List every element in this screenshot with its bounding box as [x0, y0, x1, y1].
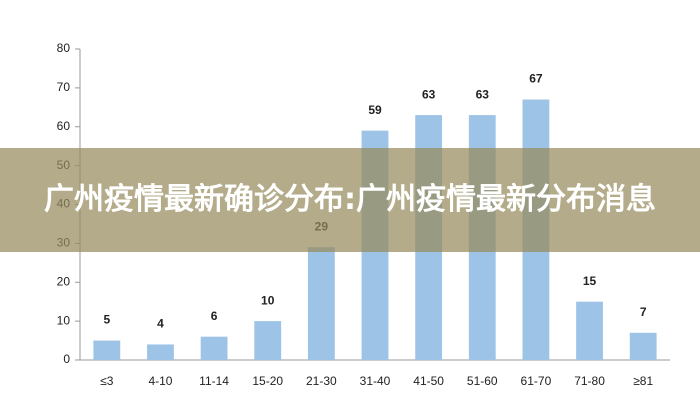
bar [629, 332, 657, 360]
x-tick-label: 4-10 [148, 374, 172, 388]
x-tick-label: 21-30 [306, 374, 337, 388]
x-tick-label: ≥81 [633, 374, 653, 388]
value-label: 59 [368, 103, 382, 117]
value-label: 63 [476, 87, 490, 101]
y-tick-label: 70 [57, 80, 71, 94]
bar [93, 340, 121, 360]
value-label: 5 [103, 313, 110, 327]
x-tick-label: 11-14 [199, 374, 229, 388]
y-tick-label: 80 [57, 41, 71, 55]
value-label: 6 [211, 309, 218, 323]
value-label: 7 [640, 305, 647, 319]
x-tick-label: ≤3 [100, 374, 114, 388]
x-tick-label: 71-80 [574, 374, 605, 388]
value-label: 67 [529, 72, 543, 86]
value-label: 4 [157, 317, 164, 331]
value-label: 63 [422, 87, 436, 101]
x-tick-label: 41-50 [413, 374, 444, 388]
y-tick-label: 0 [63, 352, 70, 366]
value-label: 15 [583, 274, 597, 288]
banner-text: 广州疫情最新确诊分布:广州疫情最新分布消息 [44, 182, 656, 217]
y-tick-label: 20 [57, 274, 71, 288]
y-tick-label: 60 [57, 119, 71, 133]
bar [307, 247, 335, 360]
x-tick-label: 51-60 [467, 374, 498, 388]
bar [254, 321, 282, 360]
value-label: 10 [261, 293, 275, 307]
x-tick-label: 15-20 [252, 374, 283, 388]
bar [147, 344, 174, 360]
y-tick-label: 10 [57, 313, 71, 327]
bar [576, 301, 603, 360]
banner: 广州疫情最新确诊分布:广州疫情最新分布消息 [0, 148, 700, 252]
bar [200, 336, 228, 360]
x-tick-label: 31-40 [360, 374, 391, 388]
x-tick-label: 61-70 [521, 374, 552, 388]
